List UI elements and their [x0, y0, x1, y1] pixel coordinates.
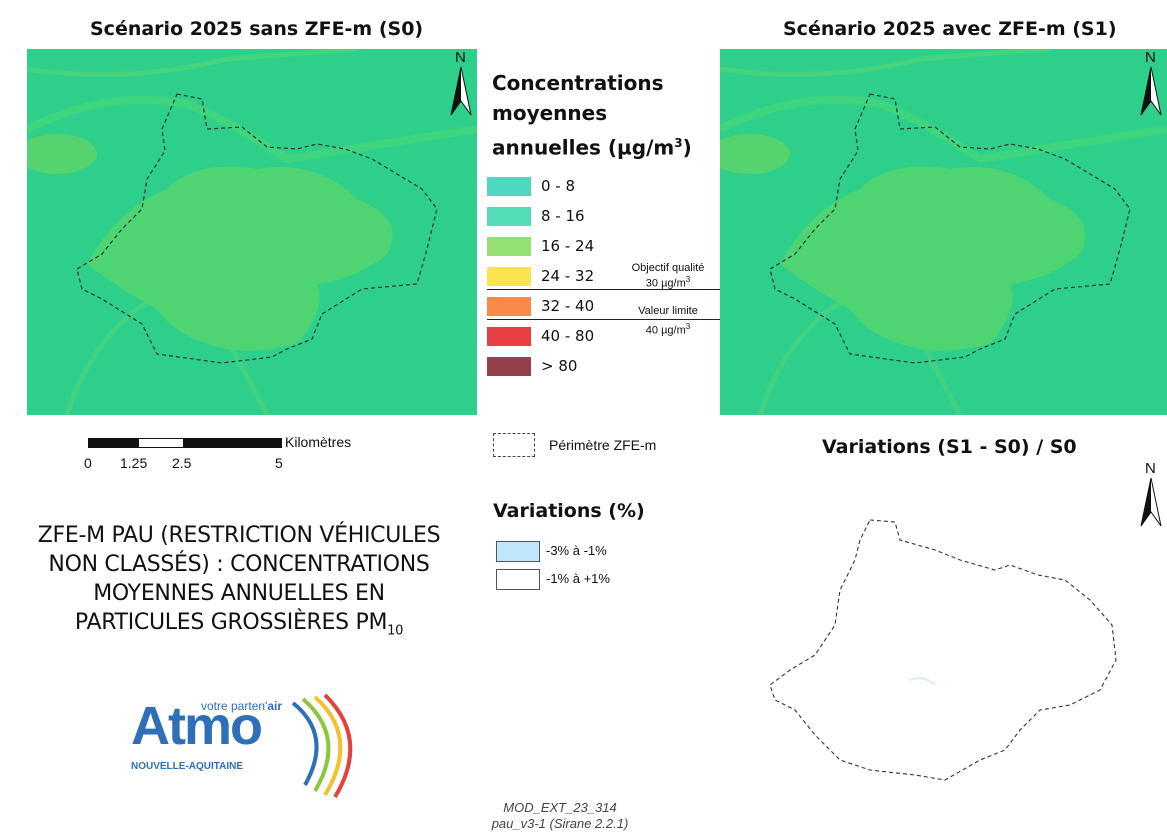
legend-label: > 80	[541, 357, 578, 375]
legend-label: 40 - 80	[541, 327, 595, 345]
quality-objective-label: Objectif qualité 30 µg/m3	[631, 262, 705, 290]
legend-swatch	[487, 237, 531, 256]
variation-label: -3% à -1%	[546, 543, 607, 558]
legend-swatch	[487, 207, 531, 226]
atmo-logo: votre parten'air Atmo NOUVELLE-AQUITAINE	[125, 685, 355, 800]
north-label: N	[1145, 49, 1156, 66]
concentration-legend-title: Concentrations moyennes annuelles (µg/m3…	[492, 71, 692, 160]
perimeter-legend-label: Périmètre ZFE-m	[549, 437, 657, 453]
north-arrow-icon	[1140, 66, 1162, 116]
north-label: N	[455, 49, 466, 66]
variation-map-title: Variations (S1 - S0) / S0	[822, 436, 1077, 458]
north-arrow-icon	[1140, 477, 1162, 527]
legend-label: 16 - 24	[541, 237, 595, 255]
logo-name: Atmo	[131, 696, 263, 756]
limit-value-line	[487, 319, 720, 320]
legend-label: 32 - 40	[541, 297, 595, 315]
legend-swatch	[487, 327, 531, 346]
variation-swatch	[496, 541, 540, 562]
s1-concentration-map[interactable]: N	[720, 49, 1167, 415]
main-title: ZFE-M PAU (RESTRICTION VÉHICULES NON CLA…	[37, 523, 441, 639]
legend-label: 0 - 8	[541, 177, 576, 195]
scale-unit-label: Kilomètres	[285, 434, 352, 450]
legend-swatch	[487, 357, 531, 376]
limit-value-label: Valeur limite 40 µg/m3	[638, 305, 698, 337]
legend-label: 24 - 32	[541, 267, 595, 285]
legend-swatch	[487, 177, 531, 196]
variation-map[interactable]: N	[720, 460, 1167, 800]
perimeter-legend-swatch	[493, 433, 535, 457]
model-reference: MOD_EXT_23_314 pau_v3-1 (Sirane 2.2.1)	[491, 800, 629, 831]
legend-label: 8 - 16	[541, 207, 585, 225]
scale-tick-label: 5	[275, 455, 283, 471]
s0-map-title: Scénario 2025 sans ZFE-m (S0)	[90, 18, 424, 40]
s1-map-title: Scénario 2025 avec ZFE-m (S1)	[783, 18, 1117, 40]
scale-tick-label: 2.5	[172, 455, 192, 471]
variation-label: -1% à +1%	[546, 571, 610, 586]
north-label: N	[1145, 460, 1156, 477]
scale-tick-label: 1.25	[120, 455, 148, 471]
north-arrow-icon	[450, 66, 472, 116]
scale-tick-label: 0	[84, 455, 92, 471]
logo-arcs-icon	[291, 693, 353, 799]
s0-concentration-map[interactable]: N	[27, 49, 477, 415]
variation-legend-title: Variations (%)	[493, 500, 645, 522]
logo-region: NOUVELLE-AQUITAINE	[131, 761, 244, 772]
legend-swatch	[487, 297, 531, 316]
quality-objective-line	[487, 289, 720, 290]
legend-swatch	[487, 267, 531, 286]
variation-swatch	[496, 569, 540, 590]
logo-tagline: votre parten'air	[201, 699, 283, 713]
